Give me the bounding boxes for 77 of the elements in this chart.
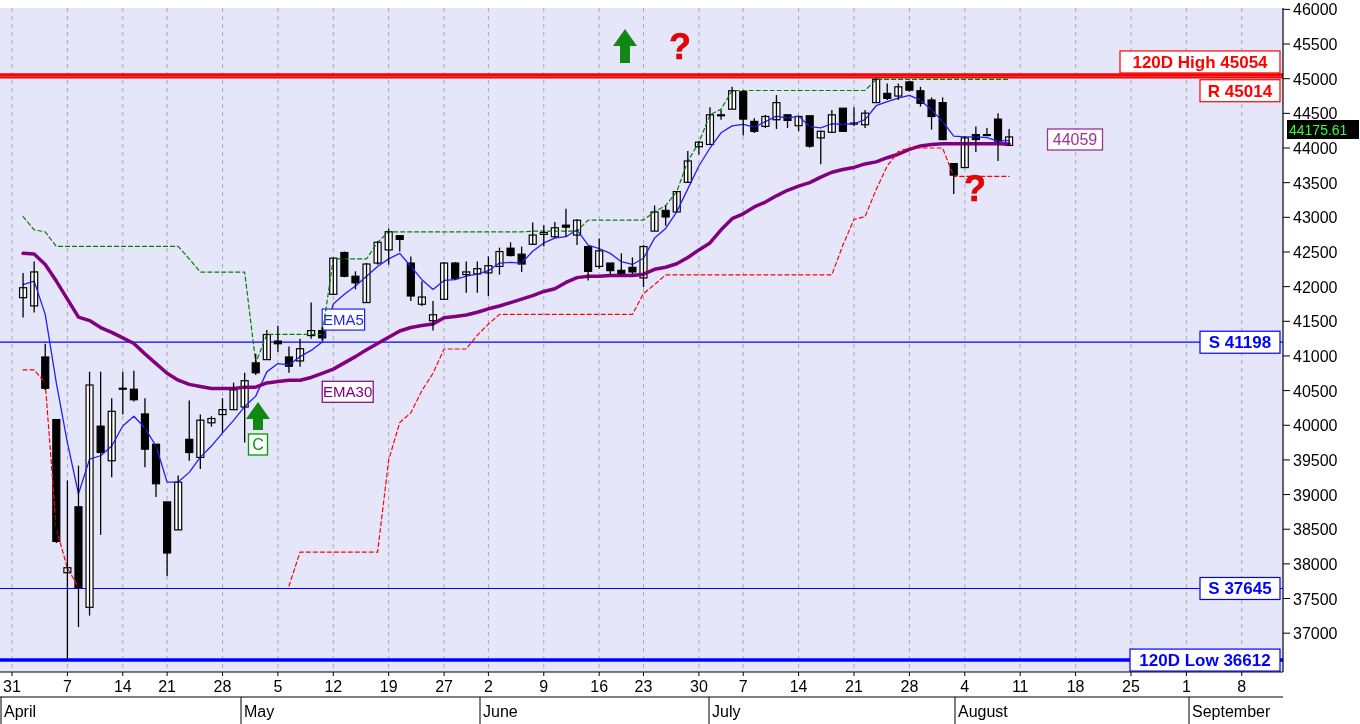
text: June bbox=[483, 703, 518, 720]
y-tick-label: 42500 bbox=[1293, 243, 1338, 261]
x-tick-label: 4 bbox=[960, 678, 970, 695]
candlestick bbox=[362, 262, 371, 304]
text: 44175.61 bbox=[1289, 122, 1348, 138]
annotation: ? bbox=[964, 168, 986, 209]
text: July bbox=[712, 703, 741, 720]
y-tick-label: 40000 bbox=[1293, 417, 1338, 435]
ref-line-label: 120D Low 36612 bbox=[1139, 651, 1271, 671]
x-tick-label: 19 bbox=[379, 678, 398, 695]
x-tick-label: 21 bbox=[158, 678, 177, 695]
x-tick-label: 7 bbox=[62, 678, 72, 695]
x-tick-label: 5 bbox=[273, 678, 283, 695]
ref-line-label: S 37645 bbox=[1208, 579, 1272, 599]
x-tick-label: 25 bbox=[1122, 678, 1140, 695]
x-tick-label: 28 bbox=[900, 678, 919, 695]
x-tick-label: 27 bbox=[435, 678, 454, 695]
y-tick-label: 43500 bbox=[1293, 174, 1338, 192]
candlestick bbox=[340, 250, 349, 278]
x-tick-label: 31 bbox=[3, 678, 21, 695]
candlestick bbox=[838, 107, 848, 132]
x-tick-label: 18 bbox=[1066, 678, 1085, 695]
x-tick-label: 14 bbox=[113, 678, 132, 695]
candlestick bbox=[96, 371, 105, 536]
y-tick-label: 42000 bbox=[1293, 278, 1338, 296]
x-tick-label: 14 bbox=[789, 678, 808, 695]
annotation: C bbox=[252, 436, 264, 453]
x-tick-label: 11 bbox=[1011, 678, 1029, 695]
candlestick bbox=[229, 381, 238, 411]
y-tick-label: 38000 bbox=[1293, 555, 1338, 573]
series-label: EMA5 bbox=[322, 311, 364, 329]
candlestick bbox=[938, 96, 947, 141]
x-tick-label: 23 bbox=[634, 678, 653, 695]
candlestick bbox=[85, 371, 94, 617]
candlestick bbox=[650, 204, 659, 232]
text: April bbox=[4, 703, 37, 720]
candlestick bbox=[373, 240, 382, 266]
series-label: EMA30 bbox=[323, 383, 373, 401]
x-tick-label: 2 bbox=[483, 678, 493, 695]
text: September bbox=[1192, 703, 1271, 720]
y-tick-label: 37000 bbox=[1293, 625, 1338, 643]
x-tick-label: 16 bbox=[590, 678, 609, 695]
x-tick-label: 9 bbox=[539, 678, 549, 695]
y-tick-label: 39500 bbox=[1293, 451, 1338, 469]
candlestick bbox=[528, 221, 537, 246]
y-tick-label: 44000 bbox=[1293, 140, 1338, 158]
x-tick-label: 7 bbox=[738, 678, 748, 695]
annotation: ? bbox=[669, 26, 691, 67]
y-tick-label: 37500 bbox=[1293, 590, 1338, 608]
candlestick bbox=[74, 465, 83, 628]
candlestick bbox=[218, 397, 227, 434]
y-tick-label: 46000 bbox=[1293, 1, 1338, 19]
text: May bbox=[244, 703, 275, 720]
y-tick-label: 40500 bbox=[1293, 382, 1338, 400]
candlestick bbox=[916, 86, 925, 108]
x-tick-label: 28 bbox=[213, 678, 232, 695]
y-tick-label: 41500 bbox=[1293, 313, 1338, 331]
y-tick-label: 43000 bbox=[1293, 209, 1338, 227]
ref-line-label: R 45014 bbox=[1207, 81, 1273, 101]
annotation: 44059 bbox=[1052, 131, 1098, 148]
y-tick-label: 45000 bbox=[1293, 70, 1338, 88]
ref-line-label: 120D High 45054 bbox=[1132, 52, 1269, 72]
ref-line-label: S 41198 bbox=[1208, 333, 1272, 353]
y-tick-label: 39000 bbox=[1293, 486, 1338, 504]
y-tick-label: 44500 bbox=[1293, 105, 1338, 123]
x-tick-label: 12 bbox=[324, 678, 343, 695]
y-tick-label: 45500 bbox=[1293, 36, 1338, 54]
candlestick bbox=[816, 129, 825, 165]
x-tick-label: 8 bbox=[1237, 678, 1247, 695]
candlestick bbox=[661, 204, 670, 227]
x-tick-label: 21 bbox=[845, 678, 863, 695]
candlestick bbox=[462, 260, 471, 294]
x-tick-label: 30 bbox=[690, 678, 708, 695]
text: August bbox=[958, 703, 1009, 720]
y-tick-label: 41000 bbox=[1293, 347, 1338, 365]
y-tick-label: 38500 bbox=[1293, 521, 1338, 539]
x-tick-label: 1 bbox=[1181, 678, 1191, 695]
